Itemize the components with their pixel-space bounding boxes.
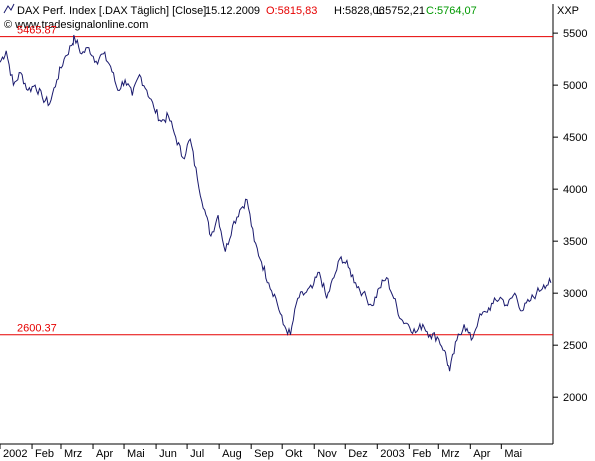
header-date: 15.12.2009 [205, 5, 260, 17]
series-line-dax [0, 34, 552, 372]
y-tick-label: 4000 [563, 184, 587, 196]
y-tick-label: 2500 [563, 340, 587, 352]
x-tick-label: Okt [285, 448, 302, 460]
y-tick-label: 3500 [563, 236, 587, 248]
x-tick-label: Apr [473, 448, 490, 460]
level-lines: 5465.87 2600.37 [0, 25, 553, 336]
x-tick-label: Mrz [64, 448, 82, 460]
x-tick-label: Apr [96, 448, 113, 460]
x-tick-label: Jun [159, 448, 177, 460]
y-tick-label: 5000 [563, 80, 587, 92]
level-label: 2600.37 [17, 323, 57, 335]
x-tick-label: Mai [127, 448, 145, 460]
x-tick-label: Dez [348, 448, 368, 460]
series-group [0, 34, 552, 372]
header-open: O:5815,83 [266, 5, 317, 17]
x-tick-label: Jul [190, 448, 204, 460]
x-tick-label: Feb [412, 448, 431, 460]
x-tick-label: Aug [222, 448, 242, 460]
header-source: © www.tradesignalonline.com [4, 19, 148, 31]
chart-header: DAX Perf. Index [.DAX Täglich] [Close] 1… [3, 3, 579, 31]
y-tick-label: 5500 [563, 28, 587, 40]
y-tick-label: 3000 [563, 288, 587, 300]
x-tick-label: 2003 [380, 448, 404, 460]
x-tick-label: 2002 [3, 448, 27, 460]
y-tick-label: 2000 [563, 392, 587, 404]
x-tick-label: Feb [35, 448, 54, 460]
x-tick-label: Mai [504, 448, 522, 460]
line-chart-icon [3, 3, 15, 14]
x-tick-label: Sep [254, 448, 274, 460]
header-symbol: XXP [557, 5, 579, 17]
y-ticks: 2000 2500 3000 3500 4000 4500 5000 5500 [553, 28, 587, 404]
x-tick-label: Nov [317, 448, 337, 460]
header-series-label: DAX Perf. Index [.DAX Täglich] [Close] [17, 5, 206, 17]
header-close: C:5764,07 [426, 5, 477, 17]
header-high: H:5828,06 [334, 5, 385, 17]
x-tick-label: Mrz [441, 448, 459, 460]
header-low: L:5752,21 [376, 5, 425, 17]
level-label: 5465.87 [17, 25, 57, 37]
x-ticks: 2002 Feb Mrz Apr Mai Jun Jul Aug Sep Okt Nov Dez 200… [0, 444, 522, 460]
y-tick-label: 4500 [563, 132, 587, 144]
